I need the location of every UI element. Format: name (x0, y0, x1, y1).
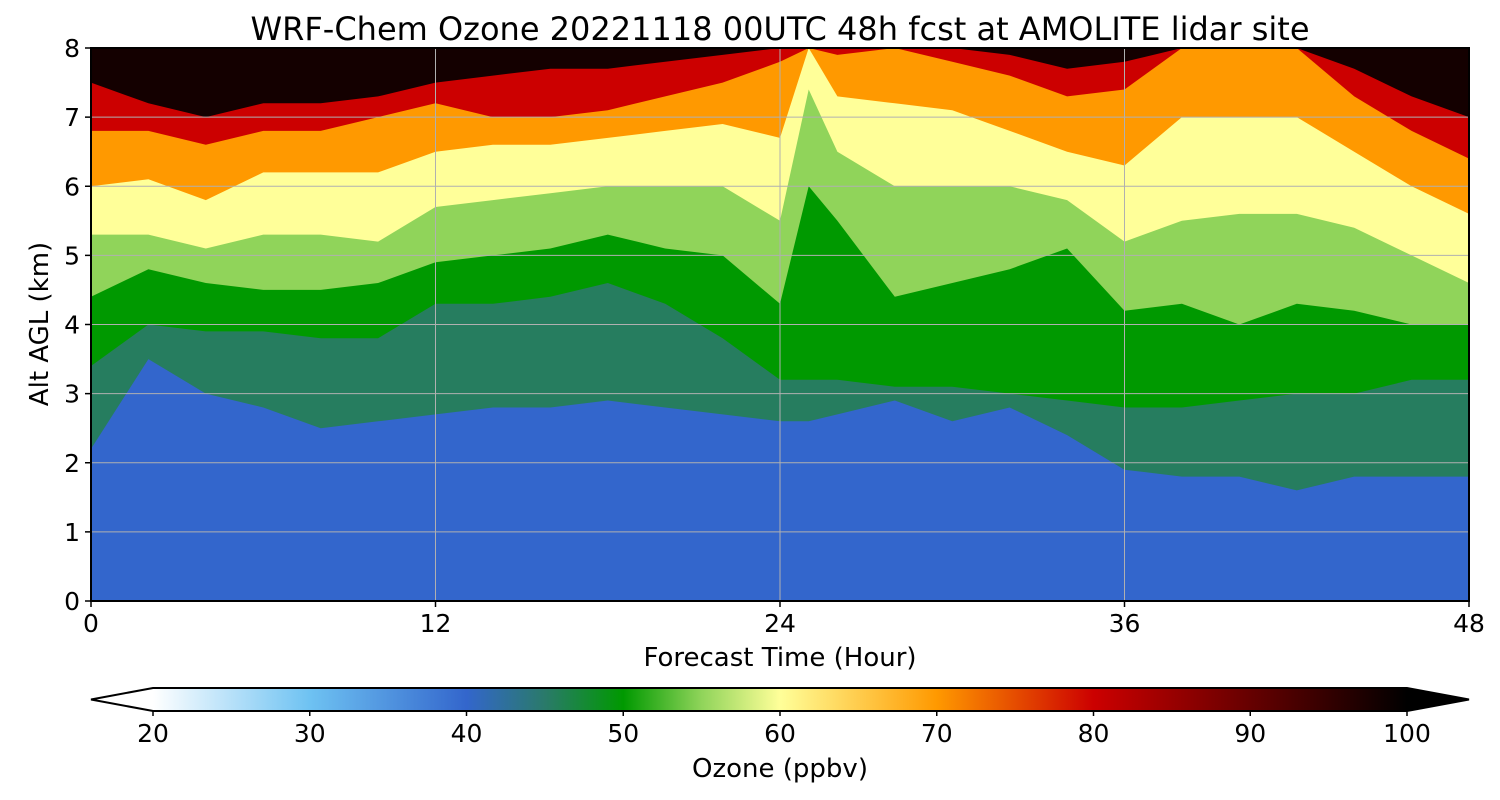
y-tick-label: 2 (64, 449, 80, 478)
y-tick-label: 4 (64, 311, 80, 340)
colorbar-high-extend (1407, 688, 1469, 711)
x-tick-label: 0 (83, 609, 99, 638)
colorbar-tick-label: 90 (1234, 719, 1266, 748)
x-axis-label: Forecast Time (Hour) (643, 643, 916, 673)
x-tick-label: 24 (764, 609, 796, 638)
x-tick-label: 12 (420, 609, 452, 638)
y-tick-label: 7 (64, 103, 80, 132)
colorbar-gradient (153, 688, 1407, 711)
colorbar-label: Ozone (ppbv) (692, 754, 868, 784)
chart-title: WRF-Chem Ozone 20221118 00UTC 48h fcst a… (250, 10, 1309, 48)
colorbar-tick-label: 70 (921, 719, 953, 748)
y-tick-label: 8 (64, 34, 80, 63)
x-tick-label: 48 (1453, 609, 1485, 638)
x-axis: 0 12 24 36 48 (83, 601, 1485, 638)
colorbar-tick-label: 40 (451, 719, 483, 748)
colorbar-ticks: 20 30 40 50 60 70 80 90 100 (137, 711, 1431, 748)
colorbar-tick-label: 20 (137, 719, 169, 748)
colorbar-tick-label: 50 (607, 719, 639, 748)
colorbar-tick-label: 60 (764, 719, 796, 748)
colorbar: 20 30 40 50 60 70 80 90 100 Ozone (ppbv) (90, 687, 1470, 784)
y-axis-label: Alt AGL (km) (25, 242, 55, 406)
colorbar-tick-label: 80 (1078, 719, 1110, 748)
y-tick-label: 6 (64, 172, 80, 201)
y-axis: 0 1 2 3 4 5 6 7 8 (64, 34, 91, 616)
colorbar-tick-label: 30 (294, 719, 326, 748)
y-tick-label: 0 (64, 587, 80, 616)
y-tick-label: 5 (64, 241, 80, 270)
plot-area (90, 47, 1470, 602)
x-tick-label: 36 (1109, 609, 1141, 638)
y-tick-label: 3 (64, 380, 80, 409)
colorbar-tick-label: 100 (1383, 719, 1431, 748)
colorbar-low-extend (91, 688, 153, 711)
y-tick-label: 1 (64, 518, 80, 547)
